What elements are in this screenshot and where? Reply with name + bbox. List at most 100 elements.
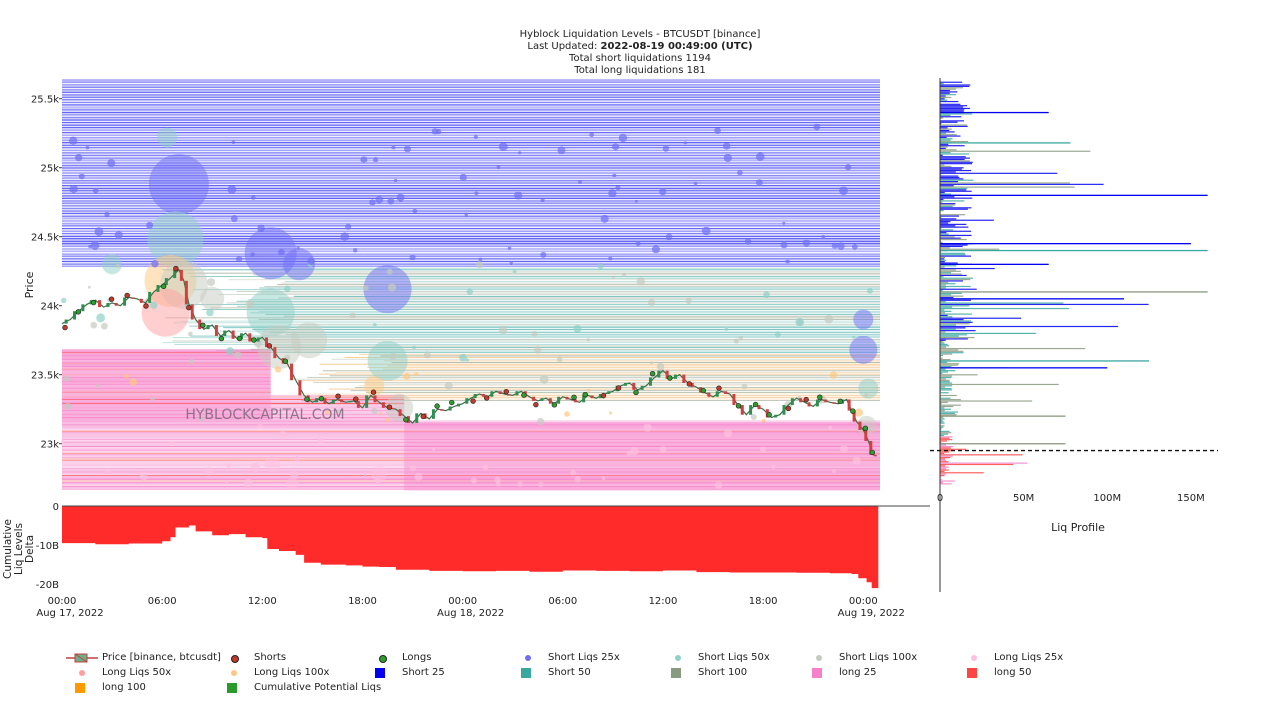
price-candle (707, 392, 711, 397)
price-candle (852, 410, 856, 422)
long-trade-dot (160, 283, 167, 290)
price-candle (356, 400, 360, 408)
liq-dot (64, 402, 72, 410)
liq-profile-bar (940, 392, 949, 394)
liq-dot (116, 264, 120, 269)
liq-dot (539, 374, 549, 384)
liq-dot (413, 372, 419, 377)
liq-profile-spike (940, 291, 1208, 293)
legend-item[interactable]: Short Liqs 50x (662, 650, 770, 665)
liq-dot (597, 263, 604, 270)
price-candle (548, 398, 552, 404)
liq-profile-bar (940, 85, 970, 87)
legend-item[interactable]: long 50 (958, 665, 1032, 680)
legend-item[interactable]: Shorts (218, 650, 286, 665)
liq-profile-bar (940, 160, 970, 162)
liq-profile-bar (940, 336, 975, 339)
legend-item[interactable]: Short Liqs 25x (512, 650, 620, 665)
liq-dot (375, 195, 384, 204)
liq-dot (589, 132, 595, 138)
long-trade-dot (571, 394, 577, 401)
legend-item[interactable]: Short 100 (662, 665, 747, 680)
liq-profile-bar (940, 284, 946, 286)
price-candle (858, 421, 862, 430)
legend-label: long 100 (102, 682, 146, 693)
liq-profile-bar (940, 244, 968, 246)
liq-dot (854, 408, 863, 417)
price-candle (640, 385, 644, 390)
legend-item[interactable]: Long Liqs 100x (218, 665, 329, 680)
legend-item[interactable]: Short 50 (512, 665, 591, 680)
liq-profile-bar (940, 374, 978, 376)
legend-item[interactable]: Price [binance, btcusdt] (66, 650, 221, 665)
liq-profile-x-tick-label: 50M (1013, 493, 1034, 504)
liq-profile-bar (940, 364, 959, 366)
liq-dot (518, 151, 522, 155)
liq-profile-bar (940, 237, 961, 239)
long-trade-dot (667, 375, 673, 381)
liq-profile-bar (940, 335, 959, 337)
liq-profile-bar (940, 156, 966, 158)
legend-swatch-icon (218, 652, 250, 664)
liq-dot (114, 230, 123, 239)
price-candle (348, 400, 352, 403)
legend-item[interactable]: Short Liqs 100x (803, 650, 917, 665)
liq-profile-spike (940, 415, 1066, 417)
liq-profile-bar (940, 281, 949, 283)
liq-dot (578, 180, 582, 184)
liq-profile-bar (940, 479, 943, 481)
liq-profile-bar (940, 106, 964, 108)
legend-item[interactable]: long 25 (803, 665, 877, 680)
price-candle (106, 302, 110, 308)
liq-profile-bar (940, 305, 970, 307)
liq-profile-bar (940, 403, 942, 405)
long-trade-dot (869, 449, 875, 456)
legend-item[interactable]: long 100 (66, 680, 146, 695)
liq-profile-bar (940, 287, 946, 289)
liq-profile-bar (940, 135, 961, 137)
legend-item[interactable]: Long Liqs 50x (66, 665, 171, 680)
liq-dot (274, 366, 282, 373)
liq-dot (225, 347, 235, 356)
liq-dot (325, 410, 330, 415)
cumulative-delta-series (62, 506, 879, 590)
short-trade-dot (143, 303, 149, 309)
liq-profile-bar (940, 218, 957, 220)
liq-profile-bar (940, 452, 945, 455)
x-tick-label: 00:00 (48, 596, 77, 607)
legend-item[interactable]: Longs (366, 650, 431, 665)
price-candle (98, 300, 102, 308)
liq-bubble (283, 248, 316, 281)
liq-profile-bar (940, 254, 966, 256)
liq-dot (476, 261, 484, 269)
liq-profile-bar (940, 219, 994, 221)
long-trade-dot (817, 394, 823, 400)
liq-dot (723, 153, 732, 162)
liq-dot (294, 456, 300, 462)
liq-profile-bar (940, 476, 942, 478)
price-y-axis-title: Price (23, 271, 36, 298)
liq-dot (693, 181, 698, 186)
liquidation-bubbles (61, 123, 879, 490)
liq-dot (307, 257, 315, 265)
liq-profile-bar (940, 201, 943, 203)
legend-item[interactable]: Long Liqs 25x (958, 650, 1063, 665)
price-candle (757, 405, 761, 410)
liq-dot (61, 297, 67, 304)
liq-dot (409, 464, 417, 472)
legend-item[interactable]: Short 25 (366, 665, 445, 680)
price-candle (431, 409, 435, 419)
price-candle (782, 405, 786, 415)
liq-dot (763, 291, 770, 298)
liq-profile-bar (940, 339, 946, 341)
liq-profile-bar (940, 139, 951, 141)
price-candle (465, 398, 469, 404)
liq-profile-bar (940, 388, 952, 390)
liq-profile-bar (940, 472, 984, 474)
legend-item[interactable]: Cumulative Potential Liqs (218, 680, 381, 695)
liq-dot (423, 351, 431, 359)
price-candle (482, 394, 486, 397)
x-tick-label: 00:00 (448, 596, 477, 607)
price-candle (231, 330, 235, 339)
